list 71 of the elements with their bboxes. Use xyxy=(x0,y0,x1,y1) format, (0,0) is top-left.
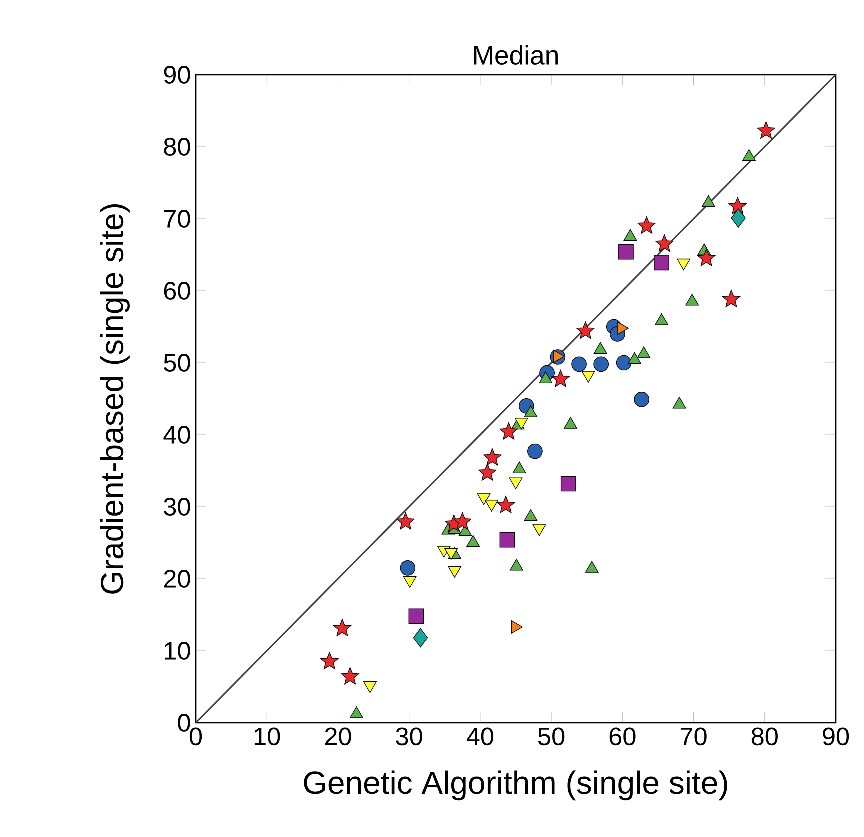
point xyxy=(350,706,364,718)
point xyxy=(656,234,674,252)
y-tick-label: 90 xyxy=(164,66,190,84)
point xyxy=(757,122,776,139)
x-tick-label: 50 xyxy=(538,728,565,746)
y-tick-label: 20 xyxy=(164,570,190,588)
point xyxy=(564,417,578,429)
point xyxy=(524,509,538,522)
point xyxy=(400,560,416,576)
y-tick-label: 40 xyxy=(164,426,190,444)
x-tick-label: 20 xyxy=(325,728,352,746)
y-tick-label: 50 xyxy=(164,354,190,372)
point xyxy=(413,628,428,648)
x-tick-label: 40 xyxy=(466,728,494,746)
point xyxy=(618,244,634,260)
point xyxy=(478,464,497,481)
point xyxy=(638,216,656,234)
x-tick-label: 30 xyxy=(396,728,422,746)
point xyxy=(637,346,651,358)
point xyxy=(624,229,638,241)
x-tick-label: 0 xyxy=(190,728,202,746)
y-tick-label: 10 xyxy=(165,642,190,660)
point xyxy=(576,322,595,340)
point xyxy=(728,197,747,215)
y-tick-label: 70 xyxy=(164,210,190,228)
point xyxy=(320,652,339,670)
x-tick-label: 90 xyxy=(823,728,850,746)
y-axis-title: Gradient-based (single site) xyxy=(100,204,130,594)
point xyxy=(655,314,668,326)
point xyxy=(742,149,756,162)
x-tick-label: 80 xyxy=(752,728,778,746)
x-tick-label: 70 xyxy=(680,728,707,746)
point xyxy=(594,342,608,354)
point xyxy=(731,208,746,228)
point xyxy=(654,255,670,271)
point xyxy=(512,462,526,474)
y-tick-label: 0 xyxy=(178,714,190,732)
x-axis-title: Genetic Algorithm (single site) xyxy=(304,770,728,801)
point xyxy=(396,512,415,530)
point xyxy=(585,561,599,573)
y-tick-label: 30 xyxy=(164,498,190,516)
point xyxy=(560,476,576,492)
point xyxy=(500,422,518,440)
x-tick-label: 10 xyxy=(254,728,280,746)
point xyxy=(702,195,716,208)
point xyxy=(500,532,516,548)
x-tick-label: 60 xyxy=(610,728,636,746)
point xyxy=(686,294,700,306)
point xyxy=(572,356,587,372)
point xyxy=(634,392,650,408)
point xyxy=(454,512,472,530)
point xyxy=(722,290,741,308)
point xyxy=(539,372,553,384)
point xyxy=(483,448,502,466)
point xyxy=(698,249,716,266)
point xyxy=(333,619,352,636)
y-tick-label: 80 xyxy=(164,138,190,156)
point xyxy=(496,496,516,514)
point xyxy=(616,355,632,371)
point xyxy=(552,370,570,388)
point xyxy=(510,559,524,571)
point xyxy=(528,444,543,460)
y-tick-label: 60 xyxy=(164,282,190,300)
point xyxy=(672,397,686,409)
point xyxy=(466,535,480,547)
chart-title: Median xyxy=(474,45,558,65)
point xyxy=(594,356,609,372)
point xyxy=(628,352,642,364)
point xyxy=(408,608,424,624)
point xyxy=(524,406,538,418)
point xyxy=(341,667,360,685)
